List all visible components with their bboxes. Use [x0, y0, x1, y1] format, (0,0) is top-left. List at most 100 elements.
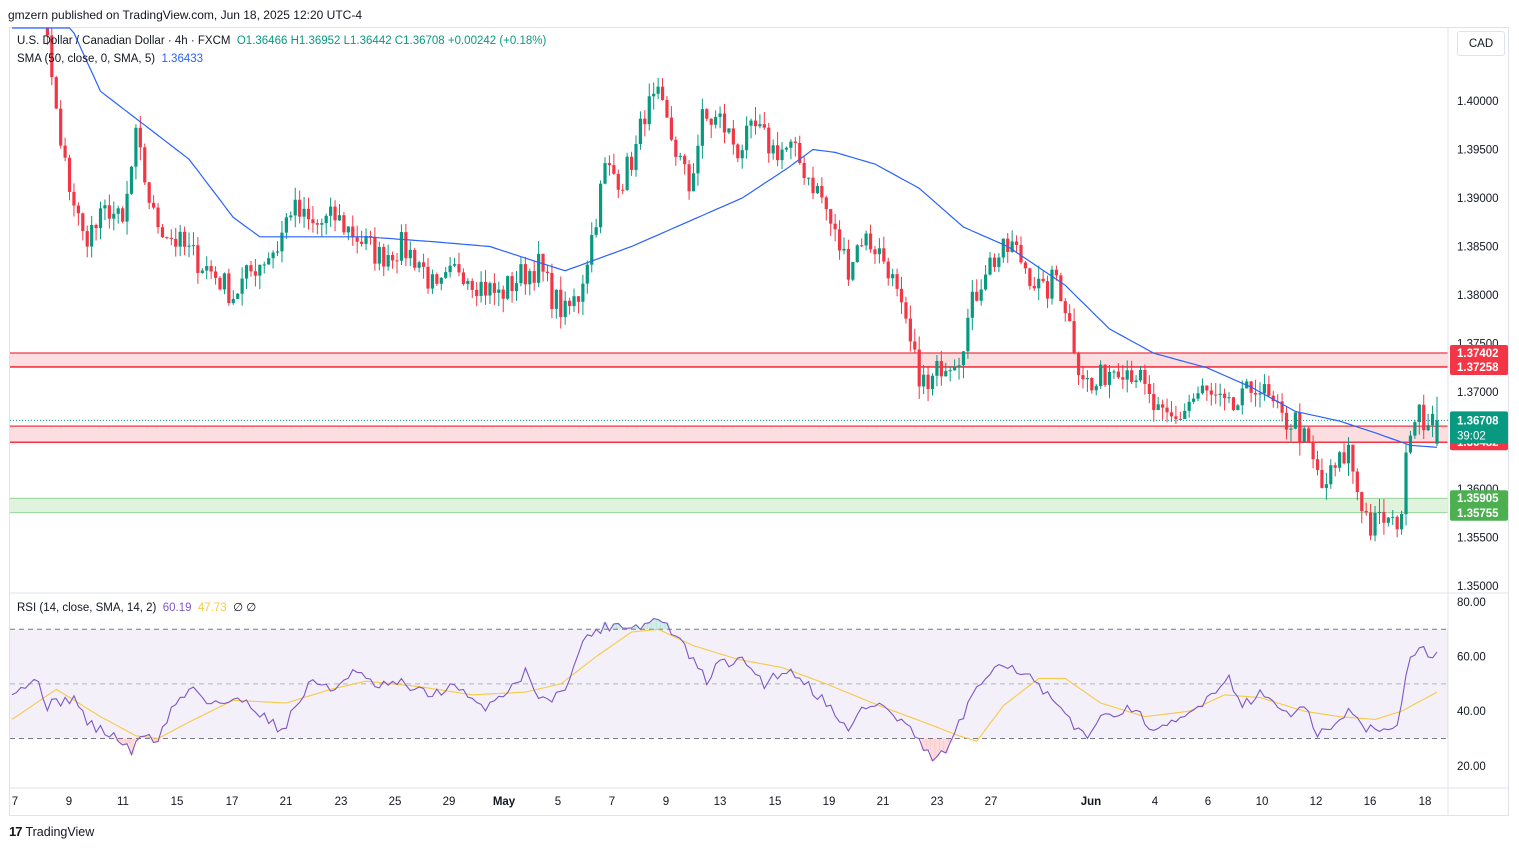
candle-body [1125, 370, 1129, 380]
rsi-tick-label: 40.00 [1457, 706, 1486, 718]
candle-body [568, 300, 572, 307]
candle-body [156, 207, 160, 228]
price-tick-label: 1.35500 [1457, 533, 1499, 545]
candle-body [284, 217, 288, 233]
sma-value: 1.36433 [161, 53, 204, 65]
candle-body [196, 245, 200, 273]
candle-body [1072, 321, 1076, 354]
candle-body [116, 208, 120, 214]
candle-body [227, 273, 231, 304]
candle-body [45, 28, 50, 36]
candle-body [430, 274, 435, 289]
candle-body [1112, 371, 1116, 373]
candle-body [576, 296, 581, 302]
candle-body [1364, 511, 1368, 513]
candle-body [337, 215, 342, 221]
candle-body [674, 139, 678, 157]
candle-body [877, 248, 881, 255]
rsi-sma-value: 47.73 [197, 602, 227, 614]
candle-body [554, 289, 558, 309]
time-tick-label: 6 [1205, 796, 1211, 808]
rsi-oversold-fill [120, 738, 126, 745]
candle-body [638, 118, 643, 145]
candle-body [404, 232, 408, 259]
candle-body [988, 257, 992, 275]
candle-body [784, 147, 789, 150]
candle-body [253, 271, 258, 276]
candle-body [802, 162, 806, 179]
candle-body [820, 185, 824, 198]
rsi-oversold-fill [943, 738, 949, 753]
candle-body [373, 237, 377, 264]
candle-body [160, 227, 165, 238]
candle-body [59, 108, 63, 146]
candle-body [961, 351, 966, 366]
time-tick-label: 5 [555, 796, 561, 808]
zone-price-tag [1450, 504, 1508, 521]
candle-body [298, 199, 302, 217]
last-price-tag [1450, 411, 1508, 444]
zone-price-label: 1.35905 [1457, 493, 1499, 505]
candle-body [1413, 422, 1417, 436]
candle-body [452, 264, 457, 266]
candles-layer [10, 28, 1448, 542]
candle-body [169, 237, 173, 239]
tradingview-footer[interactable]: 17 TradingView [9, 824, 94, 839]
candle-body [1320, 469, 1324, 488]
candle-body [992, 257, 997, 267]
time-tick-label: 15 [769, 796, 782, 808]
candle-body [696, 145, 700, 174]
candle-body [1377, 511, 1382, 513]
candle-body [1302, 428, 1306, 443]
grid-layer [10, 28, 1509, 815]
candle-body [1138, 369, 1143, 381]
candle-body [1338, 452, 1342, 468]
candle-body [660, 86, 665, 100]
candle-body [559, 289, 563, 318]
rsi-oversold-fill [921, 738, 927, 751]
price-tick-label: 1.38000 [1457, 290, 1499, 302]
time-tick-label: 29 [443, 796, 456, 808]
candle-body [873, 249, 877, 255]
candle-body [930, 375, 935, 390]
currency-button[interactable]: CAD [1457, 31, 1505, 56]
rsi-overbought-fill [616, 623, 622, 630]
candle-body [647, 96, 651, 125]
candle-body [1103, 364, 1107, 385]
candle-body [714, 116, 718, 125]
time-tick-label: 7 [12, 796, 18, 808]
candle-body [1298, 412, 1302, 443]
price-tick-label: 1.37000 [1457, 387, 1499, 399]
rsi-overbought-fill [611, 623, 617, 630]
candle-body [205, 266, 209, 271]
candle-body [1010, 241, 1014, 252]
candle-body [829, 209, 833, 224]
candle-body [979, 289, 983, 301]
candle-body [904, 302, 908, 319]
time-tick-label: 10 [1256, 796, 1269, 808]
candle-body [731, 128, 735, 145]
candle-body [1187, 401, 1191, 411]
time-tick-label: 12 [1310, 796, 1323, 808]
candle-body [94, 224, 98, 229]
zone-price-label: 1.37258 [1457, 362, 1499, 374]
candle-body [1174, 416, 1178, 420]
candle-body [112, 213, 116, 219]
chart-frame[interactable] [9, 27, 1509, 816]
candle-body [125, 193, 129, 222]
candle-body [143, 147, 147, 183]
candle-body [1253, 392, 1258, 395]
candle-body [1284, 412, 1289, 430]
candle-body [1227, 397, 1231, 399]
instrument-legend: U.S. Dollar / Canadian Dollar · 4h · FXC… [17, 35, 546, 47]
candle-body [722, 113, 727, 133]
candle-body [413, 249, 417, 268]
candle-body [537, 253, 541, 283]
candle-body [612, 165, 616, 174]
candle-body [519, 264, 523, 284]
candle-body [377, 246, 381, 264]
candle-body [665, 99, 669, 118]
candle-body [1094, 386, 1098, 391]
candle-body [842, 248, 846, 251]
